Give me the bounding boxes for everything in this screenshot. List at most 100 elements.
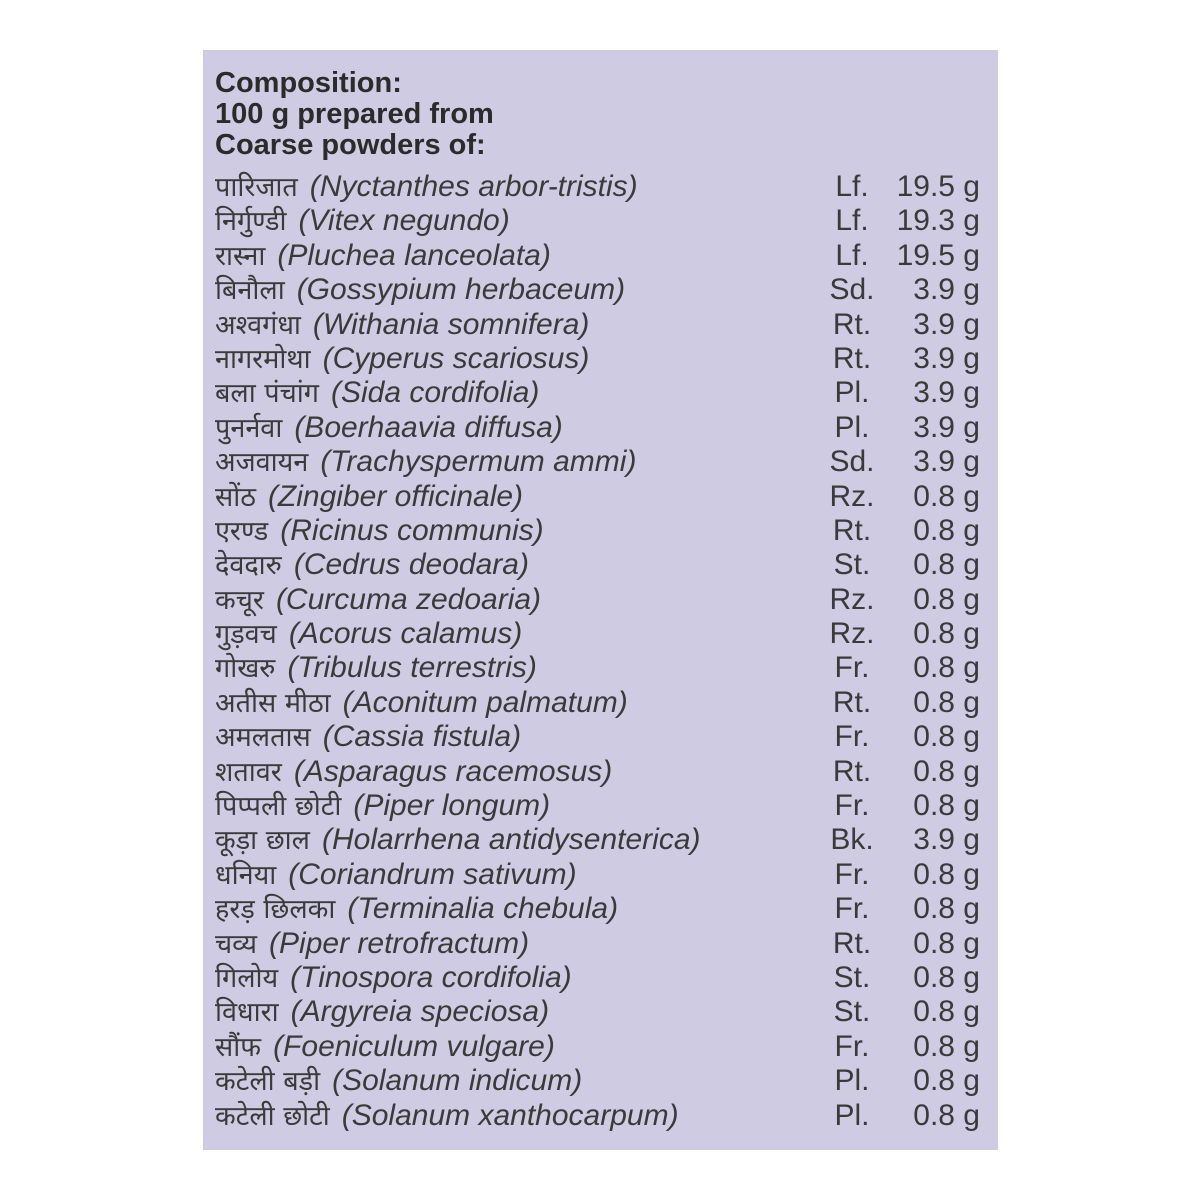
ingredient-plant-part: St.: [833, 995, 871, 1029]
ingredient-botanical-name: (Vitex negundo): [298, 204, 510, 238]
ingredient-row: रास्ना (Pluchea lanceolata) Lf. 19.5 g: [215, 239, 985, 273]
ingredient-quantity: 0.8 g: [913, 926, 980, 960]
ingredient-hindi-name: गोखरु: [215, 653, 276, 685]
ingredient-row: पारिजात (Nyctanthes arbor-tristis) Lf. 19.5…: [215, 170, 985, 204]
ingredient-row: बिनौला (Gossypium herbaceum) Sd. 3.9 g: [215, 273, 985, 307]
ingredient-botanical-name: (Terminalia chebula): [347, 892, 619, 926]
ingredient-plant-part: Pl.: [834, 376, 870, 410]
ingredient-botanical-name: (Coriandrum sativum): [288, 857, 577, 891]
ingredient-quantity: 0.8 g: [913, 892, 980, 926]
ingredient-botanical-name: (Foeniculum vulgare): [273, 1029, 555, 1063]
ingredient-plant-part: Fr.: [834, 789, 870, 823]
ingredient-plant-part: Rt.: [832, 307, 872, 341]
ingredient-name: कचूर (Curcuma zedoaria): [215, 583, 541, 618]
ingredient-quantity: 0.8 g: [913, 720, 980, 754]
ingredient-hindi-name: कूड़ा छाल: [215, 825, 310, 857]
ingredient-botanical-name: (Cyperus scariosus): [322, 341, 590, 375]
ingredient-name: अजवायन (Trachyspermum ammi): [215, 445, 636, 480]
ingredient-plant-part: Pl.: [834, 1098, 870, 1132]
ingredient-quantity: 0.8 g: [913, 479, 980, 513]
ingredient-hindi-name: अतीस मीठा: [215, 687, 331, 719]
ingredient-plant-part: Lf.: [835, 238, 869, 272]
ingredient-quantity: 0.8 g: [913, 1064, 980, 1098]
ingredient-name: कटेली छोटी (Solanum xanthocarpum): [215, 1099, 679, 1134]
ingredient-name: शतावर (Asparagus racemosus): [215, 755, 612, 790]
ingredient-botanical-name: (Withania somnifera): [312, 307, 590, 341]
ingredient-quantity: 3.9 g: [913, 823, 980, 857]
ingredient-name: पुनर्नवा (Boerhaavia diffusa): [215, 411, 563, 446]
ingredient-hindi-name: पिप्पली छोटी: [215, 791, 342, 823]
ingredient-plant-part: Sd.: [829, 273, 875, 307]
ingredient-name: देवदारु (Cedrus deodara): [215, 548, 529, 583]
ingredient-quantity: 0.8 g: [913, 995, 980, 1029]
ingredient-plant-part: Pl.: [834, 410, 870, 444]
ingredient-plant-part: Sd.: [829, 445, 875, 479]
header-title: Composition:: [215, 67, 402, 99]
ingredient-plant-part: Rt.: [832, 513, 872, 547]
ingredient-row: हरड़ छिलका (Terminalia chebula) Fr. 0.8 g: [215, 892, 985, 926]
ingredient-row: देवदारु (Cedrus deodara) St. 0.8 g: [215, 548, 985, 582]
ingredient-row: बला पंचांग (Sida cordifolia) Pl. 3.9 g: [215, 376, 985, 410]
ingredient-hindi-name: सोंठ: [215, 481, 256, 513]
ingredient-quantity: 0.8 g: [913, 754, 980, 788]
ingredient-botanical-name: (Argyreia speciosa): [290, 995, 550, 1029]
ingredient-botanical-name: (Sida cordifolia): [330, 376, 540, 410]
ingredient-name: रास्ना (Pluchea lanceolata): [215, 239, 551, 274]
ingredient-hindi-name: अश्वगंधा: [215, 309, 301, 341]
ingredient-row: सौंफ (Foeniculum vulgare) Fr. 0.8 g: [215, 1030, 985, 1064]
ingredient-botanical-name: (Cassia fistula): [322, 720, 522, 754]
ingredient-hindi-name: पुनर्नवा: [215, 412, 283, 444]
ingredient-plant-part: Rt.: [832, 685, 872, 719]
ingredient-quantity: 3.9 g: [913, 307, 980, 341]
ingredient-name: गोखरु (Tribulus terrestris): [215, 651, 537, 686]
ingredient-hindi-name: अजवायन: [215, 447, 309, 479]
ingredient-row: विधारा (Argyreia speciosa) St. 0.8 g: [215, 995, 985, 1029]
ingredient-plant-part: Rt.: [832, 926, 872, 960]
ingredient-botanical-name: (Curcuma zedoaria): [275, 582, 542, 616]
ingredient-plant-part: Fr.: [834, 857, 870, 891]
composition-header: Composition: 100 g prepared from Coarse …: [215, 68, 494, 161]
ingredient-hindi-name: बला पंचांग: [215, 378, 319, 410]
ingredient-hindi-name: कचूर: [215, 584, 264, 616]
ingredient-botanical-name: (Aconitum palmatum): [342, 685, 628, 719]
ingredient-list: पारिजात (Nyctanthes arbor-tristis) Lf. 19.5…: [215, 170, 985, 1133]
ingredient-quantity: 0.8 g: [913, 513, 980, 547]
ingredient-quantity: 0.8 g: [913, 857, 980, 891]
ingredient-quantity: 19.5 g: [896, 170, 980, 203]
ingredient-plant-part: Fr.: [834, 892, 870, 926]
ingredient-quantity: 3.9 g: [913, 341, 980, 375]
ingredient-plant-part: Lf.: [835, 204, 869, 238]
ingredient-row: गोखरु (Tribulus terrestris) Fr. 0.8 g: [215, 651, 985, 685]
ingredient-row: कटेली बड़ी (Solanum indicum) Pl. 0.8 g: [215, 1064, 985, 1098]
ingredient-plant-part: St.: [833, 548, 871, 582]
ingredient-row: एरण्ड (Ricinus communis) Rt. 0.8 g: [215, 514, 985, 548]
ingredient-quantity: 0.8 g: [913, 960, 980, 994]
ingredient-hindi-name: रास्ना: [215, 240, 266, 272]
composition-panel: Composition: 100 g prepared from Coarse …: [203, 50, 998, 1150]
ingredient-hindi-name: चव्य: [215, 928, 258, 960]
ingredient-row: अमलतास (Cassia fistula) Fr. 0.8 g: [215, 720, 985, 754]
ingredient-hindi-name: अमलतास: [215, 722, 311, 754]
ingredient-name: नागरमोथा (Cyperus scariosus): [215, 342, 589, 377]
ingredient-row: अश्वगंधा (Withania somnifera) Rt. 3.9 g: [215, 308, 985, 342]
ingredient-hindi-name: एरण्ड: [215, 515, 269, 547]
ingredient-plant-part: St.: [833, 960, 871, 994]
ingredient-name: कटेली बड़ी (Solanum indicum): [215, 1064, 582, 1099]
ingredient-name: निर्गुण्डी (Vitex negundo): [215, 204, 510, 239]
ingredient-name: गुड़वच (Acorus calamus): [215, 617, 522, 652]
ingredient-botanical-name: (Tinospora cordifolia): [290, 960, 572, 994]
ingredient-row: धनिया (Coriandrum sativum) Fr. 0.8 g: [215, 858, 985, 892]
ingredient-quantity: 0.8 g: [913, 789, 980, 823]
ingredient-name: बला पंचांग (Sida cordifolia): [215, 376, 539, 411]
ingredient-hindi-name: कटेली बड़ी: [215, 1066, 321, 1098]
ingredient-botanical-name: (Boerhaavia diffusa): [294, 410, 563, 444]
ingredient-botanical-name: (Zingiber officinale): [267, 479, 524, 513]
ingredient-plant-part: Rt.: [832, 341, 872, 375]
ingredient-hindi-name: गुड़वच: [215, 619, 277, 651]
ingredient-quantity: 3.9 g: [913, 445, 980, 479]
ingredient-name: अमलतास (Cassia fistula): [215, 720, 521, 755]
ingredient-row: गुड़वच (Acorus calamus) Rz. 0.8 g: [215, 617, 985, 651]
ingredient-plant-part: Bk.: [830, 823, 874, 857]
ingredient-row: सोंठ (Zingiber officinale) Rz. 0.8 g: [215, 480, 985, 514]
ingredient-row: कचूर (Curcuma zedoaria) Rz. 0.8 g: [215, 583, 985, 617]
